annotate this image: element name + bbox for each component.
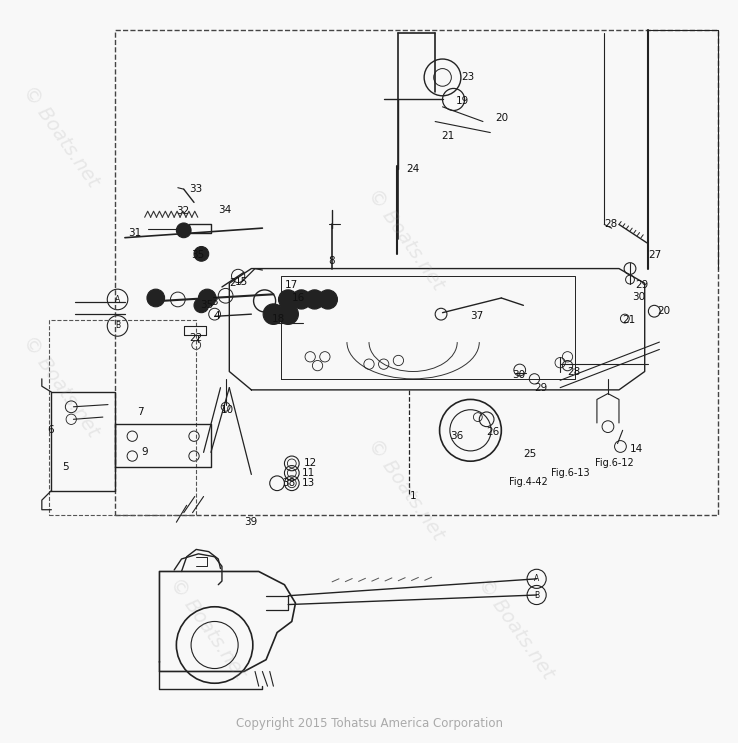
Text: 13: 13 (301, 478, 314, 488)
Text: B: B (534, 591, 539, 600)
Text: 20: 20 (658, 306, 670, 317)
Text: A: A (534, 574, 539, 583)
Text: 21: 21 (441, 132, 455, 141)
Text: 31: 31 (128, 228, 141, 239)
Circle shape (305, 290, 324, 309)
Text: 33: 33 (189, 184, 202, 194)
Text: A: A (115, 295, 120, 304)
Text: 29: 29 (635, 280, 649, 290)
Text: 25: 25 (523, 449, 537, 459)
Text: © Boats.net: © Boats.net (165, 574, 249, 683)
Text: 35: 35 (191, 250, 204, 260)
Text: 11: 11 (301, 468, 314, 478)
Circle shape (199, 289, 216, 307)
Text: 22: 22 (189, 334, 202, 343)
Text: 37: 37 (470, 311, 483, 322)
Text: © Boats.net: © Boats.net (364, 185, 448, 293)
Text: 39: 39 (244, 517, 258, 528)
Text: 1: 1 (410, 491, 416, 502)
Text: 30: 30 (632, 291, 645, 302)
Circle shape (277, 304, 298, 325)
Text: 21: 21 (623, 315, 636, 325)
Text: 14: 14 (630, 444, 644, 454)
Text: 16: 16 (292, 293, 305, 303)
Text: © Boats.net: © Boats.net (18, 332, 102, 441)
Text: 17: 17 (284, 280, 297, 290)
Text: 7: 7 (137, 407, 144, 417)
Text: 38: 38 (282, 478, 295, 488)
Text: 4: 4 (213, 311, 220, 322)
Text: 34: 34 (218, 205, 232, 215)
Text: 29: 29 (534, 383, 548, 393)
Text: 32: 32 (176, 207, 190, 216)
Text: 12: 12 (304, 458, 317, 468)
Circle shape (194, 298, 209, 313)
Circle shape (292, 290, 311, 309)
Circle shape (318, 290, 337, 309)
Text: 3: 3 (211, 296, 218, 307)
Circle shape (147, 289, 165, 307)
Text: 2: 2 (230, 279, 236, 288)
Text: 27: 27 (649, 250, 662, 260)
Text: 28: 28 (568, 366, 581, 377)
Text: 36: 36 (450, 431, 463, 441)
Text: 5: 5 (63, 462, 69, 472)
Circle shape (263, 304, 283, 325)
Text: Copyright 2015 Tohatsu America Corporation: Copyright 2015 Tohatsu America Corporati… (235, 717, 503, 730)
Text: 28: 28 (604, 219, 618, 230)
Text: 20: 20 (495, 113, 508, 123)
Circle shape (176, 223, 191, 238)
Text: 6: 6 (48, 425, 55, 435)
Text: © Boats.net: © Boats.net (18, 82, 102, 190)
Text: 9: 9 (141, 447, 148, 458)
Text: Fig.6-13: Fig.6-13 (551, 468, 590, 478)
Text: 19: 19 (456, 96, 469, 106)
Text: Fig.6-12: Fig.6-12 (596, 458, 634, 468)
Text: 23: 23 (461, 72, 474, 82)
Text: 8: 8 (328, 256, 335, 266)
Circle shape (194, 247, 209, 262)
Text: 35: 35 (200, 300, 213, 311)
Text: 15: 15 (235, 277, 249, 287)
Text: © Boats.net: © Boats.net (364, 435, 448, 543)
Text: 26: 26 (486, 426, 500, 437)
Circle shape (278, 290, 297, 309)
Text: 24: 24 (406, 164, 419, 175)
Text: B: B (115, 322, 120, 331)
Text: 18: 18 (272, 314, 285, 323)
Text: Fig.4-42: Fig.4-42 (508, 477, 548, 487)
Text: © Boats.net: © Boats.net (474, 574, 558, 683)
Text: 30: 30 (512, 370, 525, 380)
Text: 10: 10 (221, 405, 234, 415)
